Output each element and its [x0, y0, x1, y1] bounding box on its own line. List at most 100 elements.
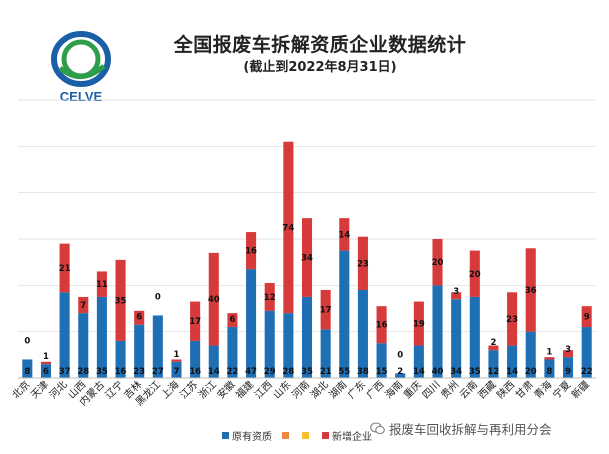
bar-original — [451, 299, 462, 378]
bar-original — [59, 292, 70, 378]
data-label-original: 27 — [152, 367, 164, 377]
data-label-original: 15 — [376, 367, 388, 377]
bar-new — [451, 292, 462, 300]
data-label-original: 22 — [226, 367, 238, 377]
data-label-new: 16 — [245, 247, 257, 257]
bar-original — [283, 313, 294, 378]
category-label: 湖南 — [326, 378, 349, 401]
data-label-original: 28 — [77, 367, 89, 377]
bar-original — [208, 345, 219, 378]
data-label-new: 14 — [338, 230, 350, 240]
category-label: 贵州 — [438, 378, 461, 401]
category-label: 广东 — [345, 378, 368, 401]
data-label-original: 23 — [133, 367, 145, 377]
data-label-original: 35 — [469, 367, 481, 377]
data-label-original: 35 — [96, 367, 108, 377]
bar-new — [96, 271, 107, 297]
wechat-icon — [370, 422, 385, 435]
data-label-new: 17 — [320, 306, 332, 316]
bar-new — [301, 218, 313, 297]
bar-original — [357, 289, 368, 378]
data-label-original: 16 — [115, 367, 127, 377]
category-label: 福建 — [233, 378, 256, 401]
data-label-original: 21 — [320, 367, 332, 377]
data-label-new: 3 — [453, 287, 459, 297]
bar-original — [96, 296, 107, 378]
category-label: 河南 — [289, 378, 312, 401]
category-label: 重庆 — [401, 378, 424, 401]
category-label: 上海 — [158, 378, 181, 401]
data-label-original: 20 — [525, 367, 537, 377]
data-label-new: 74 — [282, 223, 294, 233]
data-label-new: 12 — [264, 293, 276, 303]
category-label: 海南 — [382, 378, 405, 401]
data-label-new: 16 — [376, 321, 388, 331]
data-label-original: 22 — [581, 367, 593, 377]
watermark: 报废车回收拆解与再利用分会 — [370, 419, 552, 438]
data-label-new: 35 — [115, 296, 127, 306]
category-label: 北京 — [9, 378, 32, 401]
data-label-new: 7 — [80, 301, 86, 311]
data-label-original: 35 — [301, 367, 313, 377]
category-label: 四川 — [421, 379, 443, 401]
data-label-original: 16 — [189, 367, 201, 377]
category-label: 浙江 — [196, 379, 219, 402]
data-label-new: 1 — [546, 347, 552, 357]
data-label-new: 36 — [525, 286, 537, 296]
category-label: 甘肃 — [513, 378, 536, 401]
category-label: 云南 — [457, 378, 480, 401]
bar-original — [562, 357, 574, 378]
bar-original — [40, 364, 52, 378]
category-label: 广西 — [364, 379, 387, 402]
bar-original — [544, 359, 555, 378]
bar-new — [525, 248, 536, 332]
data-label-original: 47 — [245, 367, 257, 377]
bar-original — [507, 345, 518, 378]
category-label: 辽宁 — [102, 378, 125, 401]
bar-original — [264, 310, 275, 378]
bar-new — [339, 218, 350, 251]
bar-original — [525, 331, 536, 378]
bar-original — [413, 345, 424, 378]
bar-original — [301, 296, 313, 378]
bar-new — [227, 313, 238, 328]
bar-original — [488, 350, 499, 378]
bar-original — [581, 327, 592, 378]
chart-title: 全国报废车拆解资质企业数据统计 — [173, 34, 467, 56]
data-label-original: 6 — [43, 367, 49, 377]
bar-new — [78, 296, 89, 314]
bar-new — [581, 306, 592, 328]
data-label-original: 14 — [413, 367, 425, 377]
data-label-original: 40 — [432, 367, 444, 377]
bar-new — [171, 359, 182, 362]
category-label: 宁夏 — [550, 378, 573, 401]
bar-original — [134, 324, 145, 378]
data-label-new: 11 — [96, 280, 108, 290]
data-label-new: 19 — [413, 320, 425, 330]
data-label-new: 17 — [189, 317, 201, 327]
bar-original — [432, 285, 443, 378]
bar-original — [22, 359, 33, 378]
bar-new — [562, 350, 574, 358]
bar-new — [115, 259, 126, 341]
bar-original — [171, 361, 182, 378]
bar-new — [246, 232, 257, 270]
data-label-new: 1 — [43, 352, 49, 362]
bar-original — [246, 269, 257, 378]
bar-original — [152, 315, 163, 378]
bar-new — [376, 306, 387, 344]
data-label-new: 34 — [301, 254, 313, 264]
data-label-new: 3 — [565, 345, 571, 355]
category-label: 山东 — [270, 378, 293, 401]
data-label-original: 14 — [208, 367, 220, 377]
data-label-original: 14 — [506, 367, 518, 377]
bar-new — [59, 243, 70, 293]
category-label: 湖北 — [308, 379, 331, 402]
data-label-new: 6 — [229, 315, 235, 325]
legend-item-orange — [282, 432, 292, 439]
data-label-original: 29 — [264, 367, 276, 377]
bar-original — [376, 343, 387, 378]
data-label-new: 21 — [59, 264, 71, 274]
category-label: 江苏 — [177, 378, 200, 401]
category-label: 安徽 — [214, 378, 237, 401]
